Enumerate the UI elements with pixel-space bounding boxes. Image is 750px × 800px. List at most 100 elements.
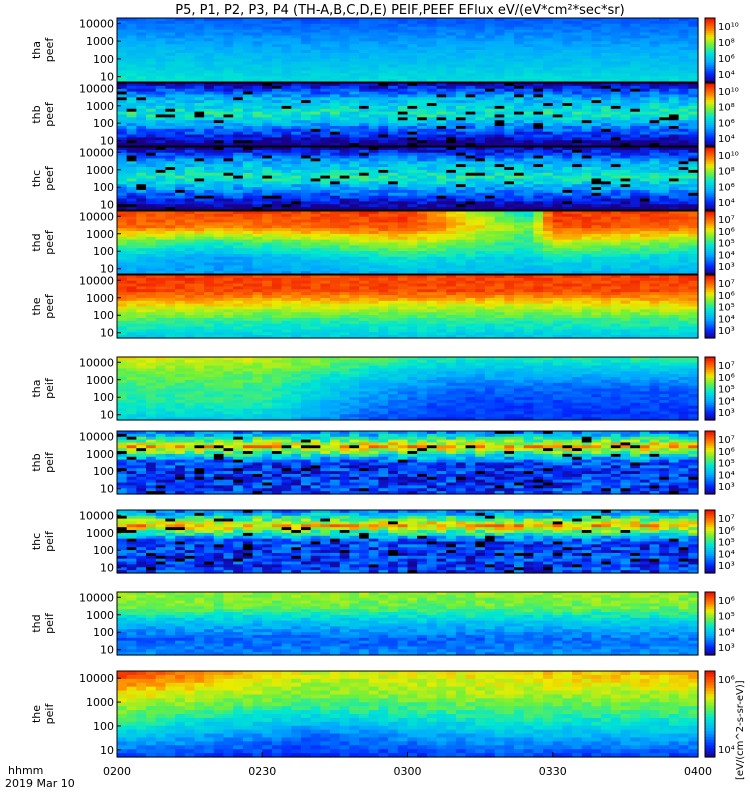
spectrogram-cell	[233, 85, 244, 90]
spectrogram-cell	[165, 61, 176, 66]
spectrogram-cell	[300, 149, 312, 154]
spectrogram-cell	[271, 169, 283, 174]
spectrogram-cell	[620, 195, 631, 200]
spectrogram-cell	[117, 248, 128, 252]
spectrogram-cell	[630, 44, 641, 48]
spectrogram-cell	[533, 47, 544, 51]
spectrogram-cell	[117, 225, 128, 229]
spectrogram-cell	[514, 158, 525, 162]
spectrogram-cell	[165, 100, 176, 104]
spectrogram-cell	[552, 201, 564, 205]
spectrogram-cell	[136, 64, 147, 69]
spectrogram-cell	[630, 85, 641, 90]
spectrogram-cell	[146, 152, 157, 157]
spectrogram-cell	[271, 233, 283, 238]
spectrogram-cell	[668, 155, 680, 160]
spectrogram-cell	[252, 178, 263, 182]
spectrogram-cell	[688, 67, 699, 71]
spectrogram-cell	[281, 64, 292, 69]
spectrogram-cell	[455, 149, 467, 154]
spectrogram-cell	[475, 114, 486, 118]
spectrogram-cell	[233, 251, 244, 255]
spectrogram-cell	[514, 70, 525, 74]
spectrogram-cell	[630, 149, 641, 154]
spectrogram-cell	[475, 219, 486, 224]
spectrogram-cell	[330, 242, 341, 246]
spectrogram-cell	[126, 61, 137, 66]
spectrogram-cell	[649, 38, 660, 42]
spectrogram-cell	[668, 128, 680, 133]
spectrogram-cell	[504, 239, 515, 244]
spectrogram-cell	[242, 29, 254, 34]
spectrogram-cell	[417, 265, 428, 269]
spectrogram-cell	[339, 268, 350, 272]
colorbar-swatch	[705, 205, 715, 209]
spectrogram-cell	[146, 117, 157, 121]
spectrogram-cell	[117, 50, 128, 54]
spectrogram-cell	[417, 242, 428, 246]
spectrogram-cell	[368, 29, 380, 34]
spectrogram-cell	[165, 128, 176, 133]
spectrogram-cell	[678, 155, 689, 160]
spectrogram-cell	[359, 20, 370, 25]
spectrogram-cell	[126, 26, 137, 31]
spectrogram-cell	[204, 128, 215, 133]
spectrogram-cell	[126, 201, 137, 205]
spectrogram-cell	[136, 187, 147, 191]
spectrogram-cell	[242, 18, 254, 22]
spectrogram-cell	[359, 239, 370, 244]
spectrogram-cell	[475, 23, 486, 28]
spectrogram-cell	[359, 120, 370, 124]
spectrogram-cell	[688, 44, 699, 48]
spectrogram-cell	[610, 20, 622, 25]
spectrogram-cell	[368, 76, 380, 80]
spectrogram-cell	[233, 262, 244, 267]
spectrogram-cell	[388, 242, 399, 246]
spectrogram-cell	[300, 123, 312, 127]
spectrogram-cell	[252, 265, 263, 269]
spectrogram-cell	[388, 83, 399, 87]
spectrogram-cell	[117, 97, 128, 101]
spectrogram-cell	[417, 164, 428, 168]
spectrogram-cell	[252, 164, 263, 168]
spectrogram-cell	[233, 225, 244, 229]
spectrogram-cell	[659, 117, 670, 121]
spectrogram-cell	[262, 259, 273, 264]
spectrogram-cell	[310, 231, 321, 235]
spectrogram-cell	[426, 204, 438, 208]
spectrogram-cell	[349, 169, 360, 174]
spectrogram-cell	[368, 167, 380, 171]
spectrogram-cell	[136, 152, 147, 157]
spectrogram-cell	[543, 192, 554, 197]
spectrogram-cell	[417, 161, 428, 165]
spectrogram-cell	[668, 111, 680, 116]
spectrogram-cell	[533, 169, 544, 174]
spectrogram-cell	[397, 117, 409, 121]
spectrogram-cell	[668, 164, 680, 168]
spectrogram-cell	[271, 236, 283, 241]
spectrogram-cell	[581, 131, 593, 136]
spectrogram-cell	[359, 70, 370, 74]
spectrogram-cell	[117, 23, 128, 28]
spectrogram-cell	[455, 67, 467, 71]
spectrogram-cell	[484, 131, 496, 136]
spectrogram-cell	[572, 192, 583, 197]
spectrogram-cell	[378, 29, 389, 34]
spectrogram-cell	[484, 134, 496, 139]
spectrogram-cell	[407, 128, 418, 133]
spectrogram-cell	[184, 225, 196, 229]
spectrogram-cell	[688, 32, 699, 37]
y-tick-label: 100	[93, 117, 114, 130]
spectrogram-cell	[349, 155, 360, 160]
colorbar-swatch	[705, 120, 715, 124]
spectrogram-cell	[291, 18, 302, 22]
spectrogram-cell	[514, 207, 525, 211]
spectrogram-cell	[330, 147, 341, 151]
spectrogram-cell	[339, 76, 350, 80]
spectrogram-cell	[426, 169, 438, 174]
spectrogram-cell	[533, 100, 544, 104]
spectrogram-cell	[484, 242, 496, 246]
spectrogram-cell	[668, 67, 680, 71]
spectrogram-cell	[204, 100, 215, 104]
spectrogram-cell	[252, 128, 263, 133]
